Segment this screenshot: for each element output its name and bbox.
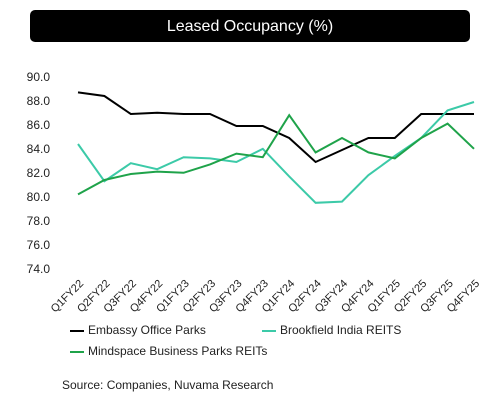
y-tick-label: 80.0 [27,190,51,204]
legend-label: Embassy Office Parks [88,323,206,337]
y-tick-label: 88.0 [27,94,51,108]
y-tick-label: 90.0 [27,70,51,84]
y-tick-label: 74.0 [27,262,51,276]
legend-label: Mindspace Business Parks REITs [88,344,267,358]
chart-title: Leased Occupancy (%) [167,18,333,35]
y-tick-label: 76.0 [27,238,51,252]
series-line [77,91,474,164]
y-tick-label: 78.0 [27,214,51,228]
series-line [77,113,475,196]
legend-label: Brookfield India REITS [280,323,401,337]
series-line [77,101,475,204]
title-bar [30,10,470,42]
y-tick-label: 82.0 [27,166,51,180]
y-tick-label: 84.0 [27,142,51,156]
source: Source: Companies, Nuvama Research [62,378,273,392]
y-tick-label: 86.0 [27,118,51,132]
